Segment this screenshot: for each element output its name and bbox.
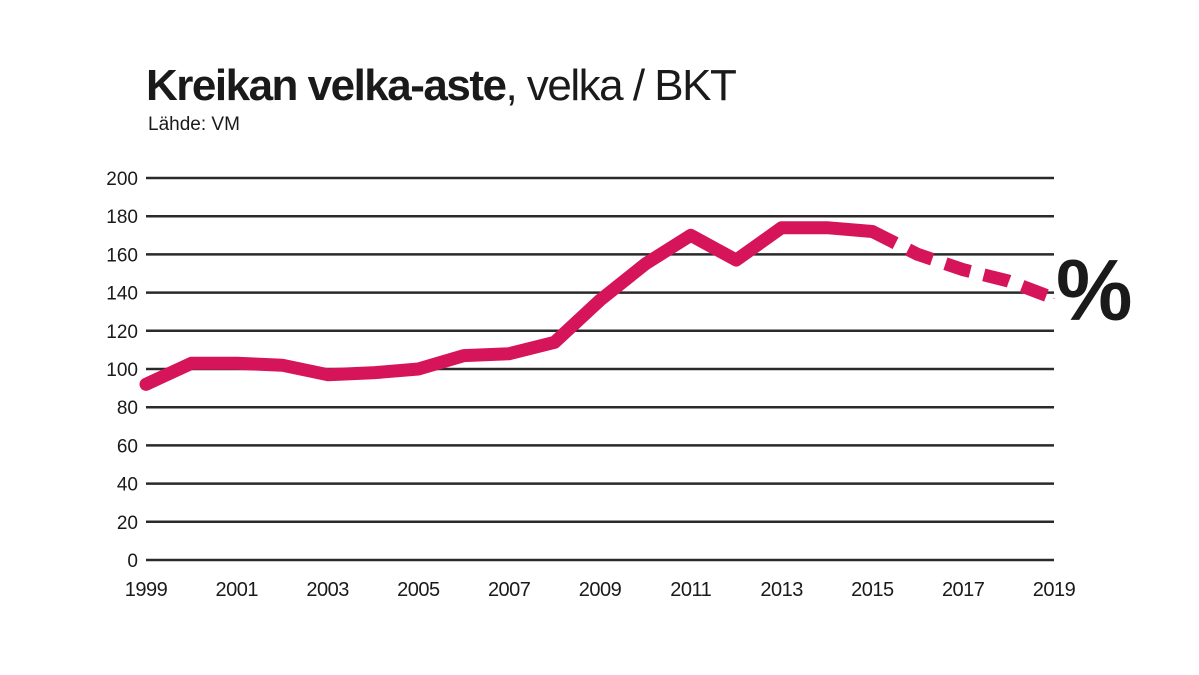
data-point-dashed-2018 [1008, 280, 1010, 282]
data-point-solid-2005 [417, 368, 419, 370]
y-tick-label-120: 120 [106, 322, 138, 343]
data-point-solid-2007 [508, 353, 510, 355]
data-point-solid-2001 [236, 362, 238, 364]
data-point-solid-2004 [372, 372, 374, 374]
y-tick-label-100: 100 [106, 360, 138, 381]
x-tick-label-2015: 2015 [851, 579, 894, 601]
y-tick-label-80: 80 [117, 398, 138, 419]
data-point-solid-2010 [644, 263, 646, 265]
x-tick-label-1999: 1999 [125, 579, 168, 601]
data-point-solid-2006 [463, 355, 465, 357]
data-point-solid-2011 [690, 234, 692, 236]
chart-title: Kreikan velka-aste, velka / BKT [146, 61, 737, 110]
y-tick-label-40: 40 [117, 475, 138, 496]
x-tick-label-2007: 2007 [488, 579, 531, 601]
data-point-dashed-2016 [917, 253, 919, 255]
data-point-solid-2009 [599, 299, 601, 301]
y-tick-label-180: 180 [106, 207, 138, 228]
y-tick-label-20: 20 [117, 513, 138, 534]
data-point-solid-2003 [327, 374, 329, 376]
data-point-solid-2012 [735, 259, 737, 261]
series-group [139, 221, 1057, 391]
chart-title-bold: Kreikan velka-aste [146, 61, 507, 110]
x-tick-label-2001: 2001 [216, 579, 259, 601]
data-point-solid-2008 [554, 341, 556, 343]
y-axis-ticks: 0 20 40 60 80 100 120 140 160 180 200 [106, 169, 138, 572]
data-point-solid-1999 [145, 383, 147, 385]
data-point-solid-2014 [826, 227, 828, 229]
x-tick-label-2017: 2017 [942, 579, 985, 601]
data-point-dashed-2015 [871, 230, 873, 232]
x-tick-label-2005: 2005 [397, 579, 440, 601]
x-axis-ticks: 1999 2001 2003 2005 2007 2009 2011 2013 2015 2017… [125, 579, 1076, 601]
x-tick-label-2013: 2013 [760, 579, 803, 601]
y-tick-label-60: 60 [117, 436, 138, 457]
unit-label: % [1056, 243, 1132, 339]
series-line-solid [139, 221, 879, 391]
data-point-solid-2013 [781, 227, 783, 229]
y-tick-label-140: 140 [106, 284, 138, 305]
chart-title-rest: , velka / BKT [505, 61, 736, 110]
x-tick-label-2019: 2019 [1033, 579, 1076, 601]
y-tick-label-160: 160 [106, 245, 138, 266]
data-point-dashed-2017 [962, 269, 964, 271]
x-tick-label-2011: 2011 [670, 579, 711, 601]
x-tick-label-2003: 2003 [306, 579, 349, 601]
x-tick-label-2009: 2009 [579, 579, 622, 601]
chart-source: Lähde: VM [148, 114, 240, 135]
data-point-solid-2000 [190, 362, 192, 364]
series-line-dashed [869, 225, 1057, 305]
y-tick-label-0: 0 [127, 551, 138, 572]
y-tick-label-200: 200 [106, 169, 138, 190]
data-point-solid-2002 [281, 364, 283, 366]
data-point-dashed-2019 [1053, 297, 1055, 299]
